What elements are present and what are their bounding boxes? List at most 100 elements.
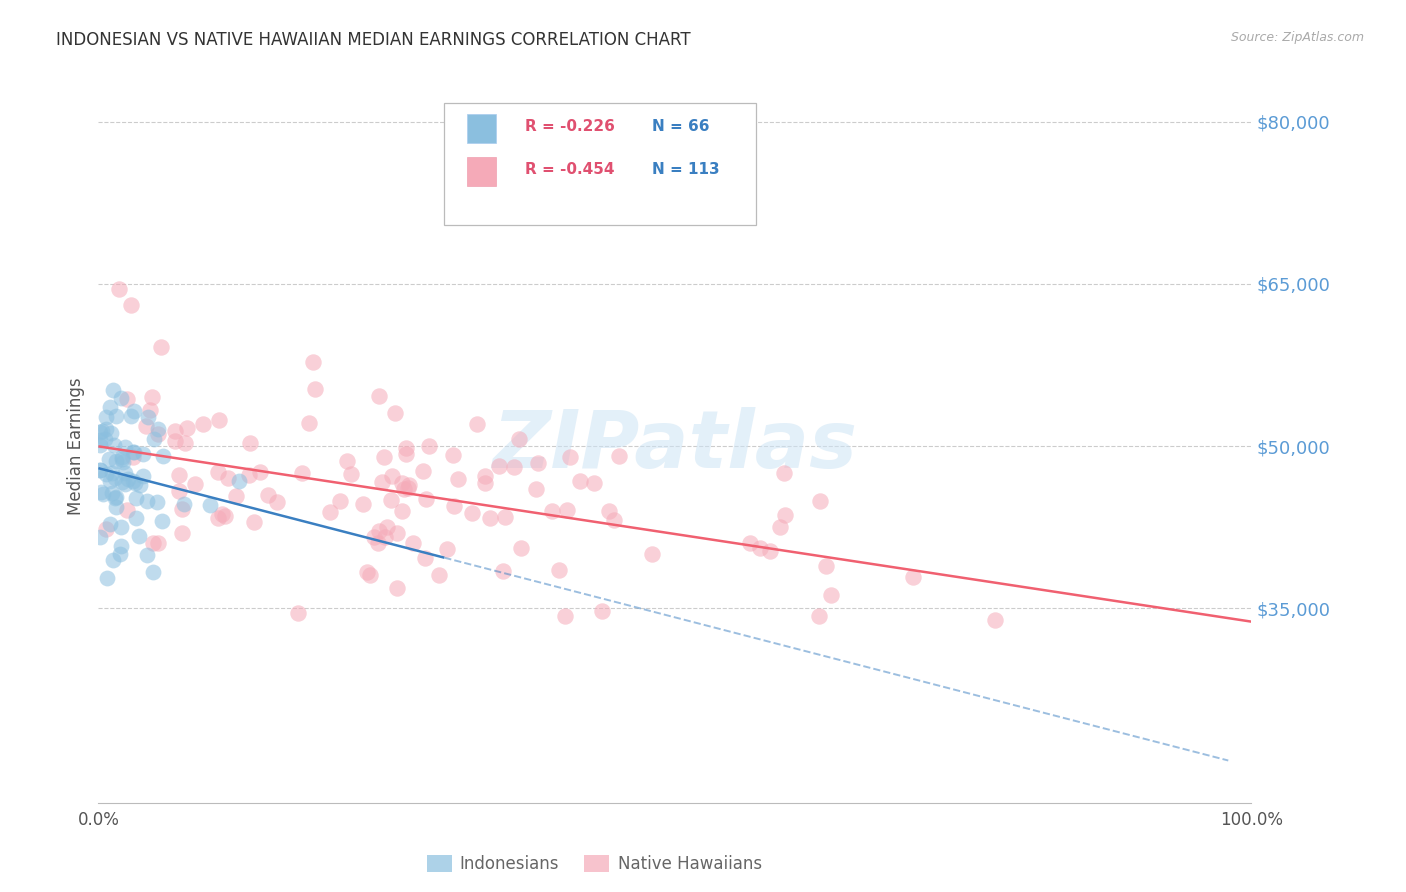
Point [148, 427, 170, 442]
Point [152, 449, 174, 463]
Point [101, 486, 124, 500]
Point [97, 452, 120, 467]
Point [436, 542, 458, 557]
Point [225, 490, 247, 504]
Point [412, 464, 434, 478]
Point [110, 452, 132, 467]
Point [152, 514, 174, 528]
Point [367, 536, 389, 550]
Point [172, 525, 194, 540]
Point [427, 568, 450, 582]
Point [115, 392, 138, 406]
Point [569, 474, 592, 488]
Point [165, 424, 187, 438]
Point [173, 497, 195, 511]
Point [641, 547, 664, 561]
Point [413, 550, 436, 565]
Point [820, 588, 842, 602]
Point [555, 503, 578, 517]
Point [121, 445, 143, 459]
Point [170, 501, 193, 516]
Point [509, 541, 531, 555]
Point [387, 526, 409, 541]
Point [89, 463, 111, 477]
Point [582, 476, 605, 491]
Point [150, 340, 173, 354]
Point [548, 563, 571, 577]
Point [184, 477, 207, 491]
Point [104, 471, 127, 485]
Point [135, 549, 157, 563]
Point [104, 409, 127, 423]
Point [142, 565, 165, 579]
Point [508, 432, 530, 446]
Point [132, 447, 155, 461]
Point [488, 459, 510, 474]
Point [239, 436, 262, 450]
Point [395, 447, 418, 461]
Point [385, 581, 408, 595]
Point [135, 419, 157, 434]
Point [174, 435, 197, 450]
Point [142, 536, 165, 550]
Point [100, 474, 122, 488]
Point [141, 391, 163, 405]
Point [169, 483, 191, 498]
Point [467, 417, 489, 432]
Point [495, 509, 517, 524]
Text: Source: ZipAtlas.com: Source: ZipAtlas.com [1230, 31, 1364, 45]
Point [193, 417, 215, 431]
FancyBboxPatch shape [467, 114, 496, 143]
Point [441, 448, 464, 462]
Point [371, 475, 394, 489]
Text: ZIPatlas: ZIPatlas [492, 407, 858, 485]
Point [101, 467, 124, 481]
Point [373, 450, 395, 464]
Point [101, 383, 124, 397]
Point [558, 450, 581, 464]
Point [146, 495, 169, 509]
Point [418, 439, 440, 453]
Point [96, 422, 118, 436]
Point [114, 440, 136, 454]
FancyBboxPatch shape [444, 103, 755, 225]
Point [402, 536, 425, 550]
Point [110, 520, 132, 534]
Point [120, 298, 142, 312]
Point [117, 472, 139, 486]
Point [128, 529, 150, 543]
Point [100, 426, 122, 441]
Point [415, 491, 437, 506]
Text: R = -0.226: R = -0.226 [524, 119, 614, 134]
Point [108, 282, 131, 296]
Point [381, 469, 404, 483]
Point [112, 455, 135, 469]
Point [591, 604, 613, 618]
Point [738, 535, 761, 549]
Point [598, 504, 620, 518]
Point [249, 465, 271, 479]
Point [554, 609, 576, 624]
Point [104, 491, 127, 505]
Point [115, 503, 138, 517]
Point [128, 478, 150, 492]
Point [398, 478, 420, 492]
Point [759, 543, 782, 558]
Point [122, 404, 145, 418]
Point [108, 547, 131, 561]
Point [139, 403, 162, 417]
Point [298, 416, 321, 430]
Point [541, 504, 564, 518]
Point [105, 491, 128, 505]
Point [114, 467, 136, 481]
Point [211, 507, 233, 521]
Point [375, 520, 398, 534]
Text: N = 113: N = 113 [652, 161, 720, 177]
Point [474, 469, 496, 483]
Point [104, 500, 127, 514]
Point [125, 511, 148, 525]
Point [96, 467, 118, 481]
Point [302, 354, 325, 368]
Point [94, 409, 117, 424]
Point [89, 530, 111, 544]
